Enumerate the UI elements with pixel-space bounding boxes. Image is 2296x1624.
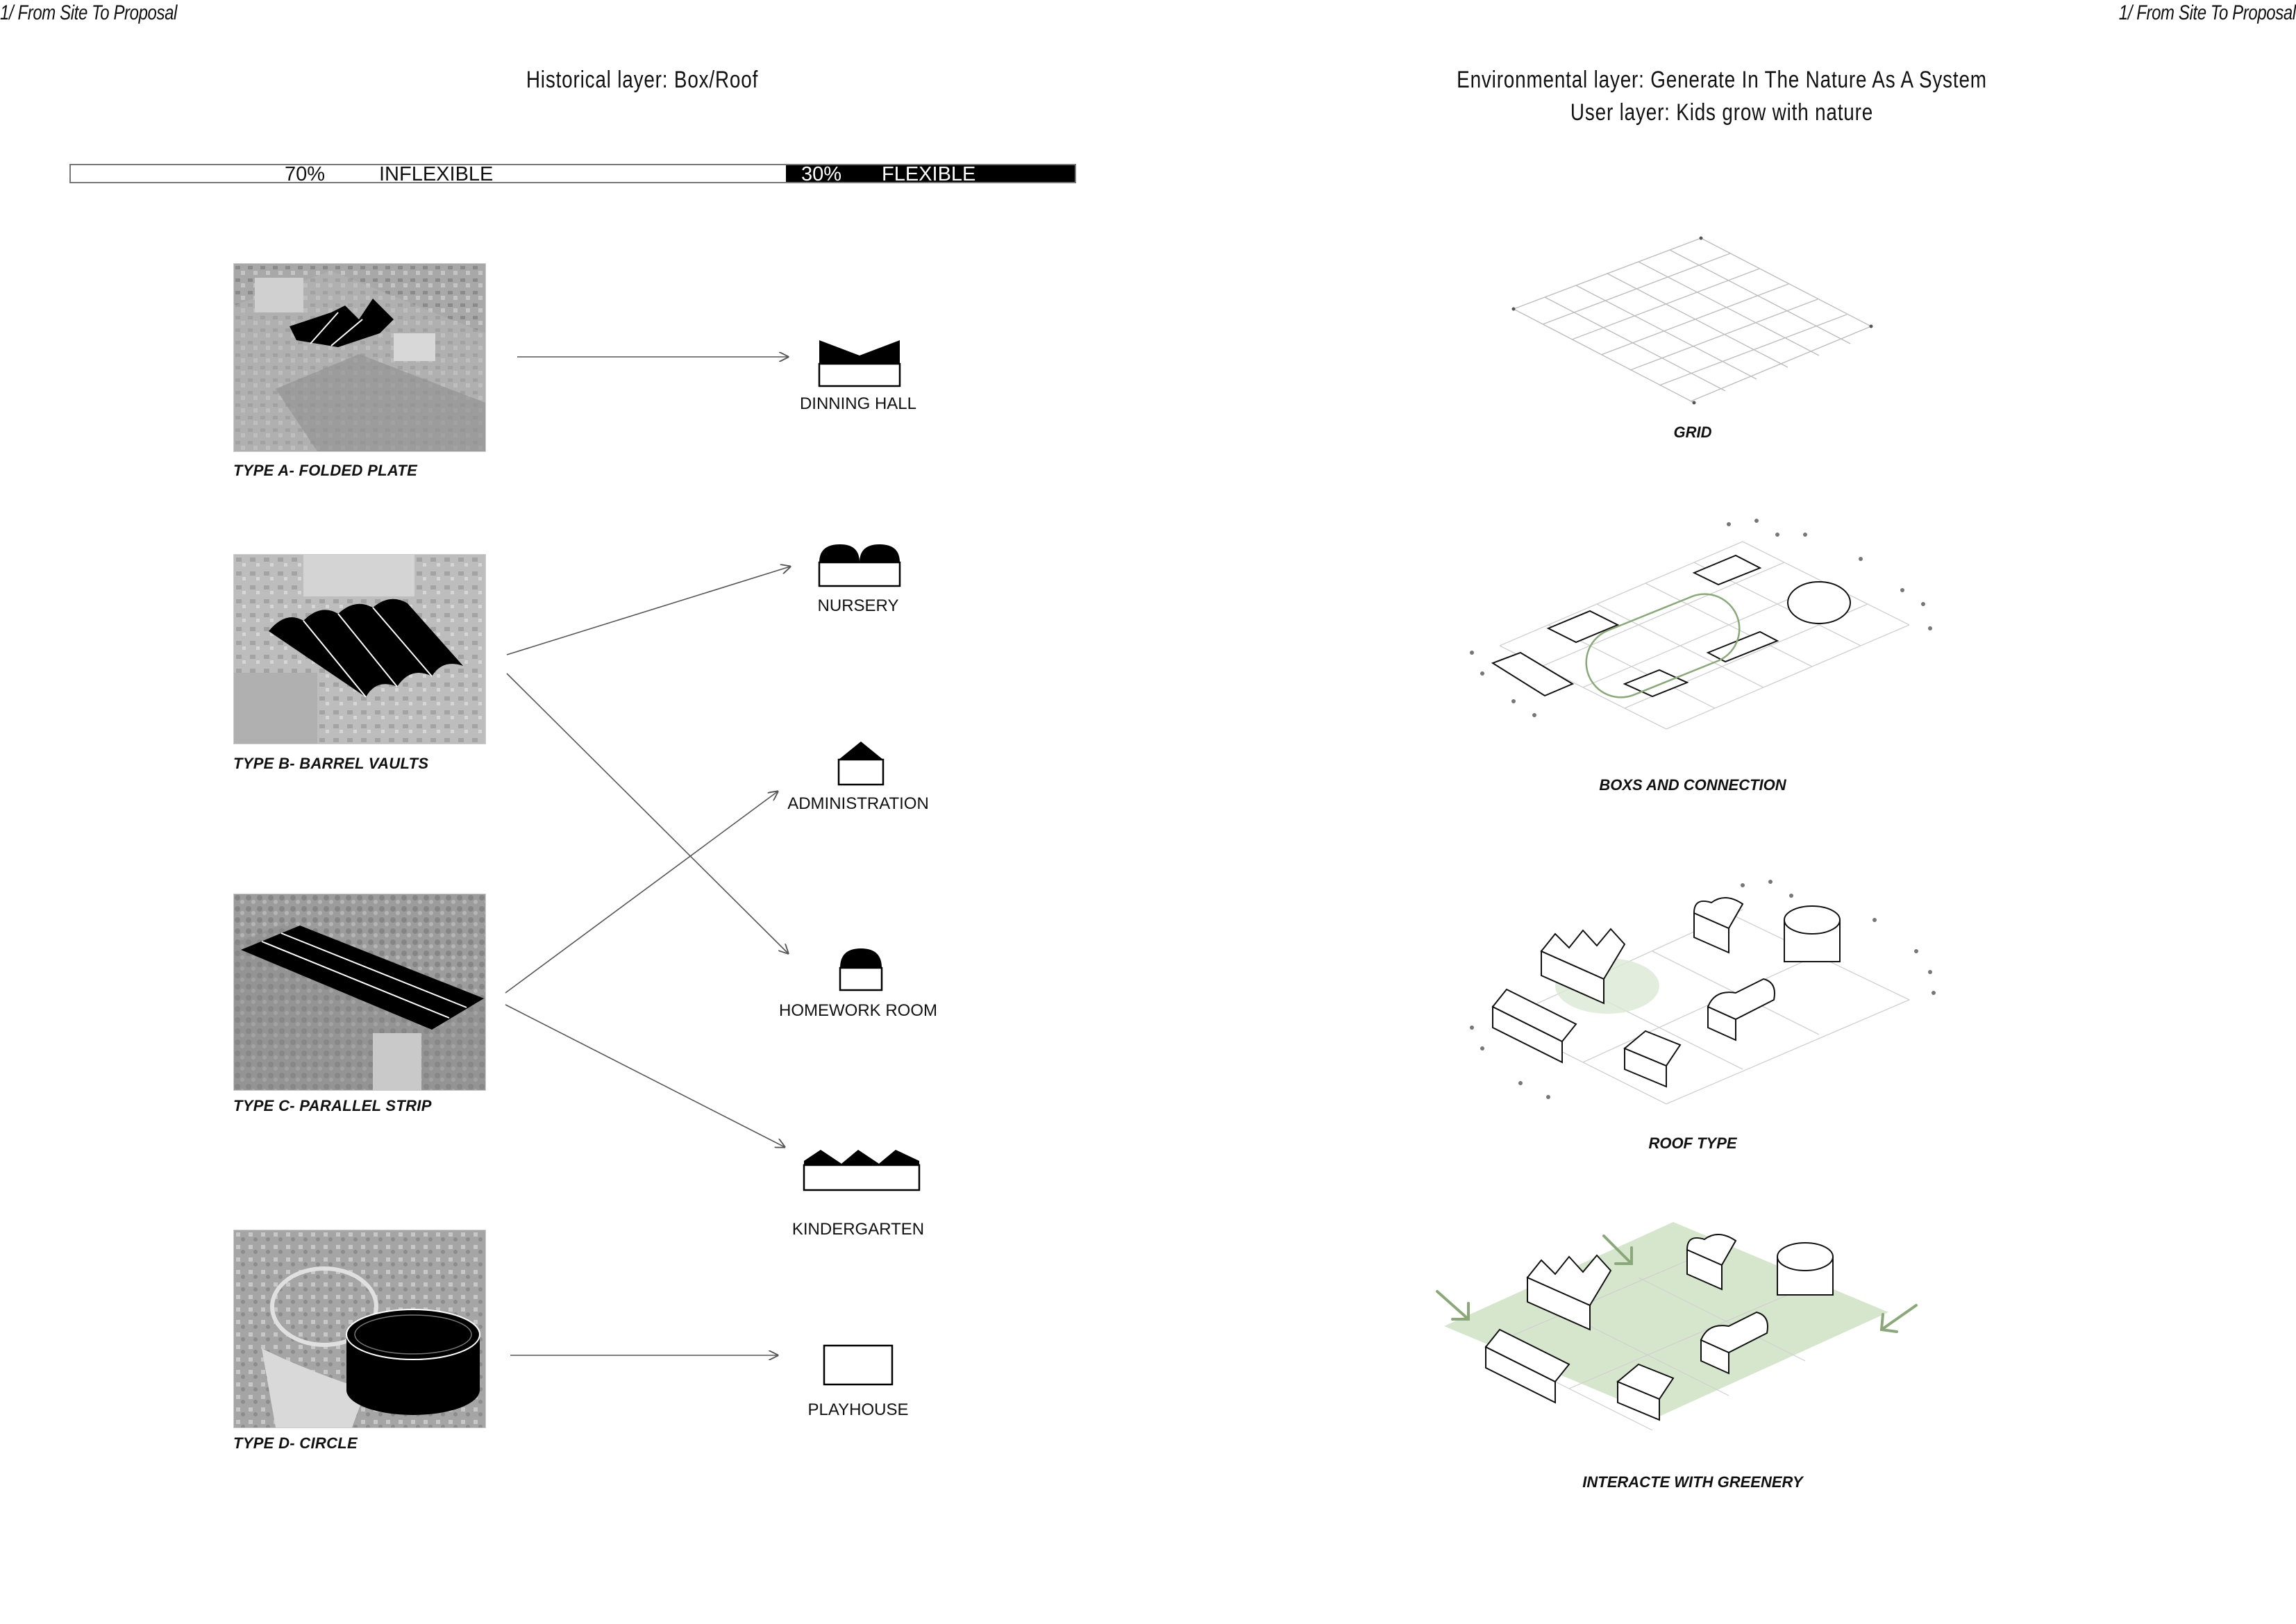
dinning-hall-label: DINNING HALL xyxy=(799,394,917,413)
type-c-label: TYPE C- PARALLEL STRIP xyxy=(233,1097,432,1114)
greenery-diagram xyxy=(1436,1222,1918,1431)
barrel-vault-roof-icon xyxy=(818,544,901,587)
roof-type-label: ROOF TYPE xyxy=(1648,1135,1737,1152)
arrow-c-to-administration xyxy=(505,792,778,994)
historical-layer-title: Historical layer: Box/Roof xyxy=(526,67,759,93)
type-b-site-photo xyxy=(233,554,486,744)
flat-box-icon xyxy=(823,1344,894,1386)
inflexible-segment xyxy=(71,165,786,182)
nursery-label: NURSERY xyxy=(817,596,899,615)
page-header-left: 1/ From Site To Proposal xyxy=(0,1,177,24)
connection-arrows xyxy=(505,0,1111,1624)
half-dome-roof-icon xyxy=(839,948,883,991)
type-a-site-photo xyxy=(233,263,486,452)
page-header-right: 1/ From Site To Proposal xyxy=(2119,1,2296,24)
type-c-site-photo xyxy=(233,894,486,1091)
folded-plate-roof-icon xyxy=(818,340,901,387)
administration-label: ADMINISTRATION xyxy=(787,794,929,813)
type-a-label: TYPE A- FOLDED PLATE xyxy=(233,462,418,479)
type-b-label: TYPE B- BARREL VAULTS xyxy=(233,755,429,772)
flexible-segment xyxy=(786,165,1075,182)
grid-label: GRID xyxy=(1673,424,1712,441)
type-d-label: TYPE D- CIRCLE xyxy=(233,1434,358,1452)
arrow-b-to-nursery xyxy=(506,567,790,655)
inflexible-label: INFLEXIBLE xyxy=(379,163,494,185)
boxes-connection-diagram xyxy=(1470,519,1932,730)
playhouse-label: PLAYHOUSE xyxy=(807,1400,909,1419)
interacte-with-greenery-label: INTERACTE WITH GREENERY xyxy=(1582,1473,1803,1491)
arrow-b-to-homework-room xyxy=(506,673,788,953)
flexible-label: FLEXIBLE xyxy=(882,163,976,185)
sawtooth-roof-icon xyxy=(803,1150,921,1191)
type-d-site-photo xyxy=(233,1230,486,1428)
boxs-and-connection-label: BOXS AND CONNECTION xyxy=(1599,776,1786,794)
flexible-percent: 30% xyxy=(801,163,842,185)
environmental-layer-title: Environmental layer: Generate In The Nat… xyxy=(1457,67,1987,93)
inflexible-percent: 70% xyxy=(285,163,326,185)
user-layer-title: User layer: Kids grow with nature xyxy=(1570,99,1874,126)
homework-room-label: HOMEWORK ROOM xyxy=(779,1001,937,1020)
flexibility-ratio-bar: 70% INFLEXIBLE 30% FLEXIBLE xyxy=(69,163,1076,185)
arrow-c-to-kindergarten xyxy=(505,1004,785,1147)
pitched-roof-icon xyxy=(837,742,885,786)
grid-diagram xyxy=(1511,236,1873,405)
roof-type-diagram xyxy=(1470,880,1936,1105)
kindergarten-label: KINDERGARTEN xyxy=(791,1220,925,1239)
